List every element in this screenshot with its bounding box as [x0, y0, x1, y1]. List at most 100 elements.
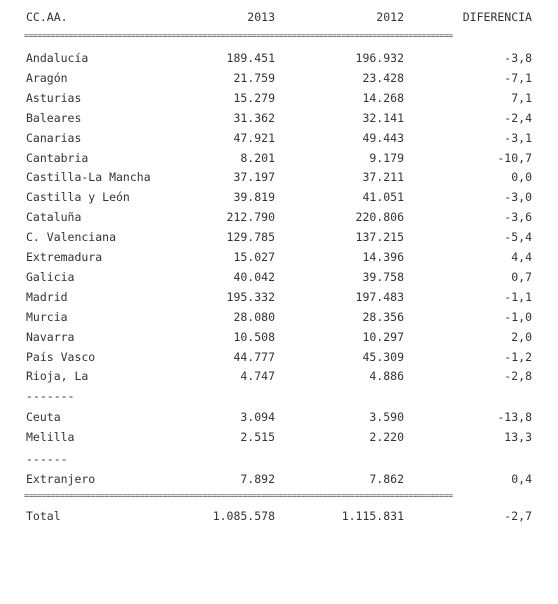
- row-value-2013: 44.777: [233, 349, 275, 364]
- row-name: Madrid: [26, 289, 68, 304]
- row-value-2013: 37.197: [233, 170, 275, 185]
- table-header: CC.AA. 2013 2012 DIFERENCIA: [0, 9, 558, 25]
- row-name: Castilla-La Mancha: [26, 170, 151, 185]
- table-row: Asturias 15.279 14.268 7,1: [0, 90, 558, 106]
- row-value-2012: 45.309: [362, 349, 404, 364]
- table-row: Ceuta 3.094 3.590 -13,8: [0, 409, 558, 425]
- row-difference: 0,7: [511, 269, 532, 284]
- row-value-2012: 137.215: [355, 230, 404, 245]
- row-name: País Vasco: [26, 349, 96, 364]
- row-name: Galicia: [26, 269, 75, 284]
- row-name: Melilla: [26, 429, 75, 444]
- table-row: Baleares 31.362 32.141 -2,4: [0, 110, 558, 126]
- row-value-2012: 14.268: [362, 90, 404, 105]
- row-value-2012: 49.443: [362, 130, 404, 145]
- row-difference: -1,2: [504, 349, 532, 364]
- row-value-2013: 195.332: [226, 289, 275, 304]
- row-value-2013: 3.094: [240, 410, 275, 424]
- row-difference: -2,8: [504, 369, 532, 384]
- table-row-total: Total 1.085.578 1.115.831 -2,7: [0, 508, 558, 524]
- row-name: Cataluña: [26, 210, 82, 225]
- total-value-2013: 1.085.578: [212, 509, 275, 523]
- row-value-2013: 2.515: [240, 429, 275, 444]
- row-value-2013: 40.042: [233, 269, 275, 284]
- row-value-2013: 21.759: [233, 70, 275, 85]
- table-row: Rioja, La 4.747 4.886 -2,8: [0, 368, 558, 384]
- separator-top: ========================================…: [24, 32, 453, 40]
- table-row: Castilla y León 39.819 41.051 -3,0: [0, 189, 558, 205]
- row-value-2013: 10.508: [233, 329, 275, 344]
- row-difference: 7,1: [511, 90, 532, 105]
- table-row: País Vasco 44.777 45.309 -1,2: [0, 349, 558, 365]
- row-value-2013: 31.362: [233, 110, 275, 125]
- table-row: Cataluña 212.790 220.806 -3,6: [0, 209, 558, 225]
- header-difference: DIFERENCIA: [462, 10, 532, 24]
- row-value-2013: 129.785: [226, 230, 275, 245]
- row-difference: -13,8: [497, 410, 532, 424]
- row-name: Canarias: [26, 130, 82, 145]
- row-name: Baleares: [26, 110, 82, 125]
- table-row: Navarra 10.508 10.297 2,0: [0, 329, 558, 345]
- header-year-2012: 2012: [376, 10, 404, 24]
- table-row: Castilla-La Mancha 37.197 37.211 0,0: [0, 169, 558, 185]
- total-label: Total: [26, 509, 61, 523]
- table-row: C. Valenciana 129.785 137.215 -5,4: [0, 229, 558, 245]
- row-name: Navarra: [26, 329, 75, 344]
- row-value-2013: 212.790: [226, 210, 275, 225]
- row-name: Extranjero: [26, 472, 96, 486]
- row-difference: -3,0: [504, 190, 532, 205]
- row-value-2013: 4.747: [240, 369, 275, 384]
- row-difference: -3,1: [504, 130, 532, 145]
- row-value-2012: 41.051: [362, 190, 404, 205]
- row-value-2012: 28.356: [362, 309, 404, 324]
- row-name: Cantabria: [26, 150, 89, 165]
- row-value-2013: 15.279: [233, 90, 275, 105]
- table-row: Galicia 40.042 39.758 0,7: [0, 269, 558, 285]
- row-name: Asturias: [26, 90, 82, 105]
- table-row: Madrid 195.332 197.483 -1,1: [0, 289, 558, 305]
- row-name: Castilla y León: [26, 190, 130, 205]
- row-value-2012: 2.220: [369, 429, 404, 444]
- row-value-2012: 39.758: [362, 269, 404, 284]
- row-difference: -2,4: [504, 110, 532, 125]
- row-value-2013: 15.027: [233, 250, 275, 264]
- table-row: Extremadura 15.027 14.396 4,4: [0, 249, 558, 265]
- row-difference: -5,4: [504, 230, 532, 245]
- statistics-table: CC.AA. 2013 2012 DIFERENCIA ============…: [0, 9, 558, 524]
- row-difference: -1,1: [504, 289, 532, 304]
- row-name: C. Valenciana: [26, 230, 117, 245]
- row-value-2013: 8.201: [240, 150, 275, 165]
- row-difference: 4,4: [511, 250, 532, 264]
- row-value-2013: 189.451: [226, 51, 275, 65]
- row-name: Extremadura: [26, 250, 103, 264]
- dashes: ------: [26, 452, 68, 466]
- row-value-2012: 32.141: [362, 110, 404, 125]
- table-row: Cantabria 8.201 9.179 -10,7: [0, 150, 558, 166]
- total-difference: -2,7: [504, 509, 532, 523]
- row-difference: 0,0: [511, 170, 532, 185]
- row-difference: -7,1: [504, 70, 532, 85]
- row-difference: 0,4: [511, 472, 532, 486]
- row-value-2013: 47.921: [233, 130, 275, 145]
- row-difference: -3,6: [504, 210, 532, 225]
- row-value-2012: 3.590: [369, 410, 404, 424]
- table-row: Murcia 28.080 28.356 -1,0: [0, 309, 558, 325]
- row-value-2012: 37.211: [362, 170, 404, 185]
- row-value-2012: 14.396: [362, 250, 404, 264]
- row-value-2012: 7.862: [369, 472, 404, 486]
- table-row: Aragón 21.759 23.428 -7,1: [0, 70, 558, 86]
- row-value-2012: 220.806: [355, 210, 404, 225]
- row-name: Ceuta: [26, 410, 61, 424]
- row-value-2012: 4.886: [369, 369, 404, 384]
- row-name: Rioja, La: [26, 369, 89, 384]
- short-separator: -------: [0, 388, 558, 404]
- row-value-2013: 39.819: [233, 190, 275, 205]
- table-row: Andalucía 189.451 196.932 -3,8: [0, 50, 558, 66]
- row-value-2012: 9.179: [369, 150, 404, 165]
- row-name: Andalucía: [26, 51, 89, 65]
- total-value-2012: 1.115.831: [341, 509, 404, 523]
- row-difference: -1,0: [504, 309, 532, 324]
- table-row: Canarias 47.921 49.443 -3,1: [0, 130, 558, 146]
- header-year-2013: 2013: [247, 10, 275, 24]
- row-difference: 2,0: [511, 329, 532, 344]
